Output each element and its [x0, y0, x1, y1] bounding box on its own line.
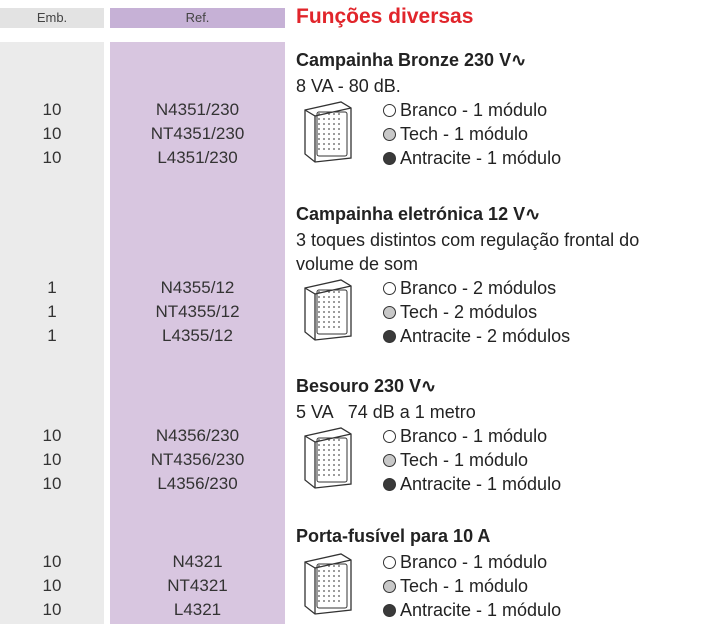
ref-value: L4356/230	[157, 474, 238, 493]
emb-value: 10	[42, 426, 62, 445]
ref-value: L4321	[173, 600, 222, 619]
product-title: Besouro 230 V∿	[296, 376, 437, 396]
product-description: 8 VA - 80 dB.	[296, 76, 401, 96]
ref-value: N4351/230	[155, 100, 240, 119]
emb-value: 10	[42, 576, 62, 595]
ref-value: NT4355/12	[155, 302, 240, 321]
icon-drawing	[304, 101, 352, 163]
finish-swatch	[383, 128, 396, 141]
product-title: Campainha eletrónica 12 V∿	[296, 204, 541, 224]
finish-label: Branco - 1 módulo	[400, 100, 548, 120]
product-title: Porta-fusível para 10 A	[296, 526, 491, 546]
ref-value: N4356/230	[155, 426, 240, 445]
finish-swatch	[383, 454, 396, 467]
emb-value: 10	[42, 124, 62, 143]
finish-swatch	[383, 604, 396, 617]
product-icon	[297, 276, 355, 342]
finish-label: Tech - 1 módulo	[400, 124, 529, 144]
finish-swatch	[383, 556, 396, 569]
icon-drawing	[304, 427, 352, 489]
ref-value: N4321	[172, 552, 223, 571]
emb-value: 10	[42, 450, 62, 469]
product-description: 5 VA 74 dB a 1 metro	[296, 402, 476, 422]
finish-swatch	[383, 430, 396, 443]
finish-label: Branco - 1 módulo	[400, 552, 548, 572]
emb-value: 1	[47, 278, 57, 297]
emb-header: Emb.	[0, 8, 104, 28]
product-title: Campainha Bronze 230 V∿	[296, 50, 527, 70]
emb-value: 10	[42, 100, 62, 119]
finish-swatch	[383, 306, 396, 319]
product-icon	[297, 550, 355, 616]
finish-label: Branco - 1 módulo	[400, 426, 548, 446]
finish-label: Antracite - 1 módulo	[400, 474, 562, 494]
finish-swatch	[383, 152, 396, 165]
emb-value: 10	[42, 552, 62, 571]
finish-label: Tech - 1 módulo	[400, 450, 529, 470]
ref-header: Ref.	[110, 8, 285, 28]
ref-value: L4351/230	[157, 148, 238, 167]
finish-swatch	[383, 104, 396, 117]
finish-swatch	[383, 478, 396, 491]
emb-value: 10	[42, 474, 62, 493]
finish-swatch	[383, 282, 396, 295]
ref-value: NT4321	[167, 576, 228, 595]
finish-label: Tech - 2 módulos	[400, 302, 538, 322]
product-icon	[297, 98, 355, 164]
emb-value: 1	[47, 302, 57, 321]
emb-value: 10	[42, 148, 62, 167]
finish-label: Antracite - 1 módulo	[400, 600, 562, 620]
product-description: 3 toques distintos com regulação frontal…	[296, 230, 640, 250]
finish-label: Branco - 2 módulos	[400, 278, 557, 298]
finish-swatch	[383, 330, 396, 343]
product-description: volume de som	[296, 254, 419, 274]
emb-column	[0, 42, 104, 624]
emb-value: 10	[42, 600, 62, 619]
product-icon	[297, 424, 355, 490]
ref-value: NT4356/230	[150, 450, 245, 469]
section-title: Funções diversas	[296, 5, 474, 28]
ref-column	[110, 42, 285, 624]
finish-label: Tech - 1 módulo	[400, 576, 529, 596]
finish-swatch	[383, 580, 396, 593]
finish-label: Antracite - 2 módulos	[400, 326, 571, 346]
ref-value: L4355/12	[162, 326, 233, 345]
ref-value: N4355/12	[160, 278, 235, 297]
emb-value: 1	[47, 326, 57, 345]
icon-drawing	[304, 279, 352, 341]
finish-label: Antracite - 1 módulo	[400, 148, 562, 168]
icon-drawing	[304, 553, 352, 615]
ref-value: NT4351/230	[150, 124, 245, 143]
